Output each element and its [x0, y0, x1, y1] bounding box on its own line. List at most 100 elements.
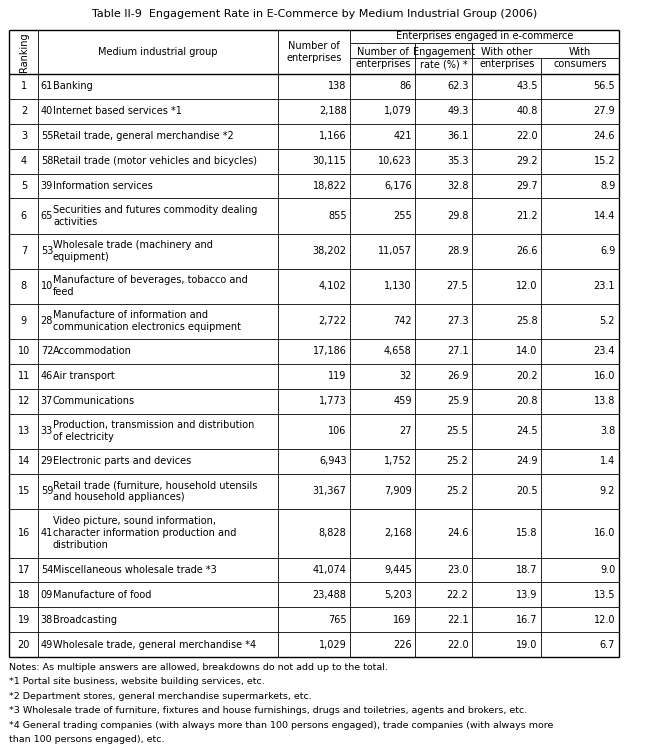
- Text: Number of
enterprises: Number of enterprises: [355, 48, 410, 69]
- Text: Table II-9  Engagement Rate in E-Commerce by Medium Industrial Group (2006): Table II-9 Engagement Rate in E-Commerce…: [92, 9, 537, 19]
- Text: 14.0: 14.0: [517, 346, 538, 356]
- Text: 65: 65: [41, 211, 53, 221]
- Text: 9: 9: [21, 317, 27, 326]
- Text: Retail trade (furniture, household utensils
and household appliances): Retail trade (furniture, household utens…: [53, 481, 258, 502]
- Text: 3: 3: [21, 131, 27, 141]
- Text: *2 Department stores, general merchandise supermarkets, etc.: *2 Department stores, general merchandis…: [9, 691, 312, 701]
- Text: 41,074: 41,074: [313, 565, 347, 575]
- Text: Information services: Information services: [53, 181, 153, 191]
- Text: 5,203: 5,203: [384, 590, 412, 600]
- Text: 8,828: 8,828: [319, 528, 347, 538]
- Text: 43.5: 43.5: [516, 81, 538, 92]
- Text: 24.5: 24.5: [516, 426, 538, 437]
- Text: 28: 28: [41, 317, 53, 326]
- Text: 9.0: 9.0: [600, 565, 615, 575]
- Text: 49: 49: [41, 640, 53, 650]
- Text: 5: 5: [21, 181, 27, 191]
- Text: 29: 29: [41, 457, 53, 466]
- Text: 10,623: 10,623: [378, 156, 412, 166]
- Text: 24.6: 24.6: [447, 528, 469, 538]
- Text: 32.8: 32.8: [447, 181, 469, 191]
- Text: 21.2: 21.2: [516, 211, 538, 221]
- Text: With other
enterprises: With other enterprises: [479, 48, 535, 69]
- Text: 2,188: 2,188: [319, 107, 347, 116]
- Text: 25.2: 25.2: [447, 486, 469, 496]
- Text: 2: 2: [21, 107, 27, 116]
- Text: 6,943: 6,943: [319, 457, 347, 466]
- Text: 1,130: 1,130: [384, 282, 412, 291]
- Text: 1,166: 1,166: [319, 131, 347, 141]
- Text: 24.9: 24.9: [516, 457, 538, 466]
- Text: 09: 09: [41, 590, 53, 600]
- Text: 855: 855: [328, 211, 347, 221]
- Text: 16.0: 16.0: [594, 371, 615, 381]
- Text: 1,752: 1,752: [384, 457, 412, 466]
- Text: Communications: Communications: [53, 396, 135, 406]
- Text: 2,168: 2,168: [384, 528, 412, 538]
- Text: 12.0: 12.0: [516, 282, 538, 291]
- Text: 19: 19: [18, 615, 30, 625]
- Text: 18,822: 18,822: [313, 181, 347, 191]
- Text: 17: 17: [18, 565, 30, 575]
- Text: 1,079: 1,079: [384, 107, 412, 116]
- Text: 7,909: 7,909: [384, 486, 412, 496]
- Text: 54: 54: [41, 565, 53, 575]
- Text: Securities and futures commodity dealing
activities: Securities and futures commodity dealing…: [53, 205, 258, 227]
- Text: 22.0: 22.0: [516, 131, 538, 141]
- Text: 14.4: 14.4: [594, 211, 615, 221]
- Text: 3.8: 3.8: [600, 426, 615, 437]
- Text: 40.8: 40.8: [517, 107, 538, 116]
- Text: Wholesale trade (machinery and
equipment): Wholesale trade (machinery and equipment…: [53, 240, 213, 262]
- Text: 36.1: 36.1: [447, 131, 469, 141]
- Text: 6,176: 6,176: [384, 181, 412, 191]
- Text: Miscellaneous wholesale trade *3: Miscellaneous wholesale trade *3: [53, 565, 216, 575]
- Text: 459: 459: [393, 396, 412, 406]
- Text: 27.9: 27.9: [594, 107, 615, 116]
- Text: 25.8: 25.8: [516, 317, 538, 326]
- Text: 56.5: 56.5: [594, 81, 615, 92]
- Text: 58: 58: [41, 156, 53, 166]
- Text: 11: 11: [18, 371, 30, 381]
- Text: 29.8: 29.8: [447, 211, 469, 221]
- Text: 27.5: 27.5: [447, 282, 469, 291]
- Text: 138: 138: [328, 81, 347, 92]
- Text: 119: 119: [328, 371, 347, 381]
- Text: 59: 59: [41, 486, 53, 496]
- Text: Electronic parts and devices: Electronic parts and devices: [53, 457, 191, 466]
- Text: 20: 20: [18, 640, 30, 650]
- Text: 31,367: 31,367: [313, 486, 347, 496]
- Text: 61: 61: [41, 81, 53, 92]
- Text: 12: 12: [18, 396, 30, 406]
- Text: 16: 16: [18, 528, 30, 538]
- Text: Internet based services *1: Internet based services *1: [53, 107, 182, 116]
- Text: 421: 421: [393, 131, 412, 141]
- Text: 26.9: 26.9: [447, 371, 469, 381]
- Text: 6.7: 6.7: [600, 640, 615, 650]
- Text: 6: 6: [21, 211, 27, 221]
- Text: 19.0: 19.0: [517, 640, 538, 650]
- Text: 1: 1: [21, 81, 27, 92]
- Text: Ranking: Ranking: [19, 32, 29, 72]
- Text: 14: 14: [18, 457, 30, 466]
- Text: Enterprises engaged in e-commerce: Enterprises engaged in e-commerce: [396, 31, 573, 42]
- Text: 35.3: 35.3: [447, 156, 469, 166]
- Text: 1,773: 1,773: [319, 396, 347, 406]
- Text: 10: 10: [41, 282, 53, 291]
- Text: 1,029: 1,029: [319, 640, 347, 650]
- Text: Manufacture of food: Manufacture of food: [53, 590, 151, 600]
- Text: 15.2: 15.2: [594, 156, 615, 166]
- Text: 23.0: 23.0: [447, 565, 469, 575]
- Text: Video picture, sound information,
character information production and
distribut: Video picture, sound information, charac…: [53, 516, 236, 551]
- Text: 11,057: 11,057: [378, 246, 412, 256]
- Text: Wholesale trade, general merchandise *4: Wholesale trade, general merchandise *4: [53, 640, 256, 650]
- Text: 26.6: 26.6: [516, 246, 538, 256]
- Text: 8.9: 8.9: [600, 181, 615, 191]
- Text: 22.0: 22.0: [447, 640, 469, 650]
- Text: Retail trade, general merchandise *2: Retail trade, general merchandise *2: [53, 131, 234, 141]
- Text: 8: 8: [21, 282, 27, 291]
- Text: 226: 226: [393, 640, 412, 650]
- Text: 38,202: 38,202: [313, 246, 347, 256]
- Text: 255: 255: [393, 211, 412, 221]
- Text: 5.2: 5.2: [600, 317, 615, 326]
- Text: 22.2: 22.2: [447, 590, 469, 600]
